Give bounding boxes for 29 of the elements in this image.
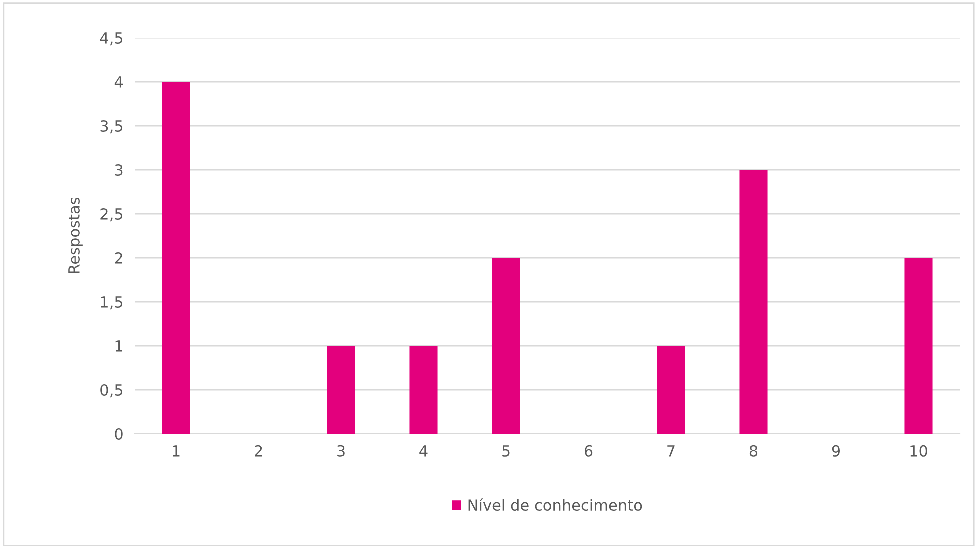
y-tick-label: 2,5 — [100, 208, 123, 222]
bar — [410, 346, 438, 434]
y-tick-label: 4,5 — [100, 32, 123, 46]
y-tick-label: 2 — [115, 252, 122, 264]
x-tick-label: 7 — [668, 446, 675, 457]
x-tick-label: 1 — [173, 446, 180, 457]
x-tick-label: 3 — [338, 445, 345, 457]
bar — [492, 258, 520, 434]
bar — [327, 346, 356, 434]
x-tick-label: 8 — [750, 445, 758, 457]
bar — [740, 170, 768, 434]
y-tick-label: 0 — [115, 428, 123, 440]
y-tick-label: 1 — [116, 340, 122, 352]
y-tick-label: 3 — [115, 164, 123, 176]
x-tick-label: 4 — [420, 446, 428, 457]
legend-label: Nível de conhecimento — [468, 498, 642, 512]
y-axis-title: Respostas — [68, 198, 83, 274]
y-tick-label: 4 — [114, 76, 124, 88]
y-tick-label: 0,5 — [100, 384, 123, 398]
bar — [904, 258, 933, 434]
x-tick-label: 10 — [910, 445, 928, 457]
bar — [162, 82, 190, 434]
bar — [657, 346, 686, 434]
x-tick-label: 9 — [832, 445, 840, 457]
x-tick-label: 5 — [502, 446, 510, 457]
x-tick-label: 2 — [255, 445, 262, 457]
y-tick-label: 1,5 — [101, 296, 123, 310]
y-tick-label: 3,5 — [100, 120, 123, 134]
x-tick-label: 6 — [584, 445, 593, 457]
